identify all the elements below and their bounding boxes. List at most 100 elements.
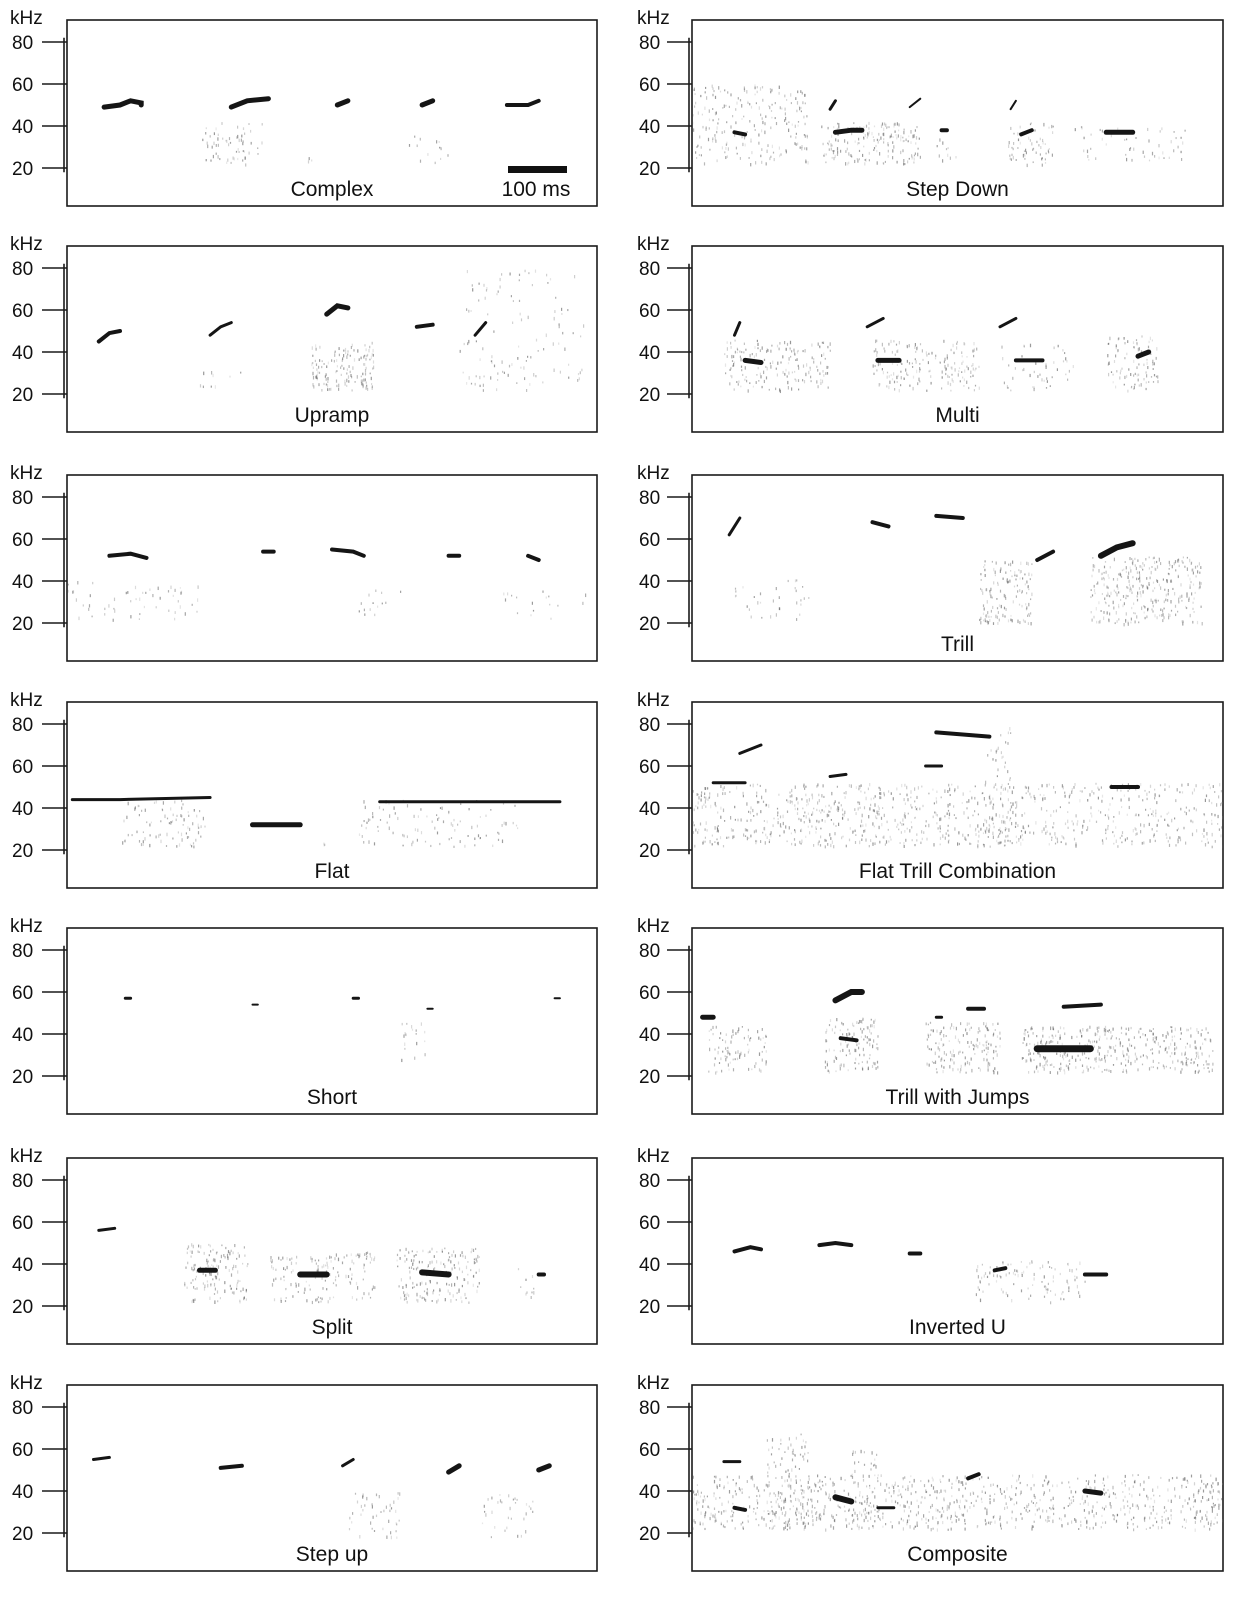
call-contour bbox=[334, 98, 351, 108]
y-tick-label: 80 bbox=[639, 941, 660, 962]
call-contour bbox=[101, 98, 144, 110]
y-tick-label: 20 bbox=[639, 1524, 660, 1545]
y-tick-label: 20 bbox=[12, 841, 33, 862]
spectrogram-panel: kHz 80 60 40 20 Step Down bbox=[637, 8, 1224, 207]
call-contour bbox=[733, 321, 742, 337]
y-tick-label: 80 bbox=[639, 488, 660, 509]
y-tick-label: 60 bbox=[639, 75, 660, 96]
call-contour bbox=[934, 513, 965, 520]
y-tick-label: 60 bbox=[12, 75, 33, 96]
spectrogram-noise bbox=[96, 269, 585, 392]
y-tick-label: 80 bbox=[639, 259, 660, 280]
call-type-label: Inverted U bbox=[909, 1316, 1006, 1339]
spectrogram-panel: kHz 80 60 40 20 Multi bbox=[637, 234, 1224, 433]
panel-frame bbox=[691, 927, 1224, 1115]
call-contour bbox=[908, 97, 922, 109]
spectrogram-panel: kHz 80 60 40 20 Flat bbox=[10, 690, 598, 889]
call-contour bbox=[97, 1226, 117, 1232]
call-contour bbox=[208, 321, 233, 337]
y-tick-label: 80 bbox=[12, 715, 33, 736]
call-contour bbox=[1082, 1488, 1104, 1496]
y-tick-label: 20 bbox=[12, 159, 33, 180]
call-contour bbox=[992, 1266, 1008, 1273]
spectrogram-panel: kHz 80 60 40 20 Trill with Jumps bbox=[637, 916, 1224, 1115]
y-tick-label: 60 bbox=[639, 1440, 660, 1461]
panel-frame bbox=[66, 19, 598, 207]
spectrogram-noise bbox=[123, 996, 561, 1063]
axis-unit-label: kHz bbox=[637, 1373, 670, 1394]
y-tick-label: 40 bbox=[12, 343, 33, 364]
call-type-label: Short bbox=[307, 1086, 357, 1109]
call-contour bbox=[865, 316, 885, 329]
call-contour bbox=[1135, 349, 1152, 359]
y-tick-label: 80 bbox=[12, 33, 33, 54]
y-tick-label: 20 bbox=[639, 614, 660, 635]
y-tick-label: 20 bbox=[639, 159, 660, 180]
y-tick-label: 60 bbox=[639, 983, 660, 1004]
y-tick-label: 60 bbox=[12, 1440, 33, 1461]
call-type-label: Step Down bbox=[906, 178, 1009, 201]
spectrogram-panel: kHz 80 60 40 20 Composite bbox=[637, 1373, 1224, 1572]
y-tick-label: 20 bbox=[639, 1067, 660, 1088]
call-type-label: Trill with Jumps bbox=[886, 1086, 1030, 1109]
call-contour bbox=[414, 322, 435, 329]
spectrogram-noise bbox=[732, 1240, 1109, 1305]
call-type-label: Flat Trill Combination bbox=[859, 860, 1056, 883]
call-contour bbox=[341, 1458, 355, 1468]
call-type-label: Flat bbox=[314, 860, 349, 883]
spectrogram-panel: kHz 80 60 40 20 Inverted U bbox=[637, 1146, 1224, 1345]
panel-frame bbox=[691, 1157, 1224, 1345]
call-contour bbox=[1097, 540, 1136, 559]
panel-frame bbox=[691, 474, 1224, 662]
y-tick-label: 20 bbox=[12, 1524, 33, 1545]
call-contour bbox=[727, 516, 742, 537]
spectrogram-noise bbox=[101, 96, 541, 167]
call-contour bbox=[473, 321, 488, 337]
y-tick-label: 60 bbox=[12, 301, 33, 322]
y-tick-label: 40 bbox=[12, 1255, 33, 1276]
call-contour bbox=[96, 329, 122, 344]
call-contour bbox=[1035, 549, 1056, 562]
spectrogram-panel: kHz 80 60 40 20 Trill bbox=[637, 463, 1224, 662]
spectrogram-panel: kHz 80 60 40 20 Step up bbox=[10, 1373, 598, 1572]
y-tick-label: 40 bbox=[639, 1482, 660, 1503]
axis-unit-label: kHz bbox=[10, 916, 43, 937]
call-contour bbox=[838, 1036, 859, 1043]
call-contour bbox=[324, 303, 351, 317]
call-contour bbox=[817, 1240, 854, 1248]
axis-unit-label: kHz bbox=[637, 234, 670, 255]
call-type-label: Multi bbox=[935, 404, 979, 427]
call-contour bbox=[107, 551, 149, 560]
y-tick-label: 60 bbox=[639, 301, 660, 322]
call-type-label: Trill bbox=[941, 633, 974, 656]
spectrogram-panel: kHz 80 60 40 20 Short bbox=[10, 916, 598, 1115]
y-tick-label: 60 bbox=[12, 530, 33, 551]
y-tick-label: 20 bbox=[12, 1297, 33, 1318]
spectrogram-panel: kHz 80 60 40 20 Flat Trill Combination bbox=[637, 690, 1224, 889]
y-tick-label: 40 bbox=[639, 1255, 660, 1276]
call-type-label: Composite bbox=[907, 1543, 1007, 1566]
y-tick-label: 40 bbox=[639, 117, 660, 138]
spectrogram-panel: kHz 80 60 40 20 bbox=[10, 463, 598, 662]
axis-unit-label: kHz bbox=[637, 690, 670, 711]
scale-bar: 100 ms bbox=[502, 166, 571, 201]
axis-unit-label: kHz bbox=[637, 463, 670, 484]
spectrogram-noise bbox=[692, 84, 1186, 168]
call-contour bbox=[934, 730, 992, 739]
y-tick-label: 60 bbox=[639, 1213, 660, 1234]
call-contour bbox=[966, 1472, 981, 1481]
y-tick-label: 80 bbox=[639, 33, 660, 54]
panel-frame bbox=[66, 927, 598, 1115]
call-type-label: Complex bbox=[291, 178, 374, 201]
spectrogram-noise bbox=[727, 513, 1203, 627]
axis-unit-label: kHz bbox=[637, 916, 670, 937]
call-contour bbox=[330, 547, 366, 558]
spectrogram-noise bbox=[700, 989, 1214, 1075]
call-contour bbox=[732, 130, 748, 137]
call-contour bbox=[1009, 99, 1017, 111]
scale-bar-label: 100 ms bbox=[502, 178, 571, 201]
call-contour bbox=[998, 316, 1018, 329]
scale-bar-line bbox=[508, 166, 567, 173]
y-tick-label: 60 bbox=[12, 757, 33, 778]
call-contour bbox=[1061, 1002, 1103, 1009]
